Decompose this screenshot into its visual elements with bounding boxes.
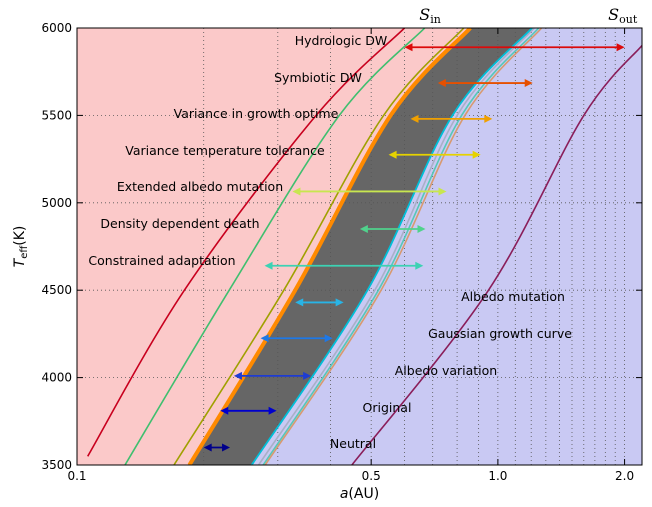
series-arrow: [264, 261, 424, 270]
s-out-line: [250, 28, 533, 465]
boundary-line: [262, 28, 540, 465]
y-tick-label: 4000: [41, 371, 72, 385]
series-arrow: [437, 79, 533, 88]
series-label: Albedo variation: [395, 363, 497, 378]
s-in-main: S: [419, 5, 430, 24]
y-tick-label: 3500: [41, 458, 72, 472]
s-out-sub: out: [619, 13, 638, 26]
axis-ticks: 0.1 0.5 1.0 2.0 3500 4000 4500 5000 5500 6000: [41, 21, 642, 483]
inner-region: [77, 28, 471, 465]
regions: [77, 28, 642, 465]
grid: [77, 28, 642, 465]
series-label: Albedo mutation: [461, 289, 565, 304]
y-axis-title: Teff(K): [12, 226, 30, 268]
boundary-line: [173, 28, 465, 465]
x-tick-label: 0.1: [67, 469, 86, 483]
series-label: Variance in growth optime: [174, 106, 339, 121]
y-tick-label: 5000: [41, 196, 72, 210]
series-label: Constrained adaptation: [88, 253, 235, 268]
x-axis-title: a(AU): [340, 486, 379, 502]
series-label: Variance temperature tolerance: [125, 143, 325, 158]
boundary-line: [87, 28, 406, 457]
y-tick-label: 4500: [41, 283, 72, 297]
boundary-line: [264, 28, 543, 465]
series-arrow: [388, 150, 481, 159]
series-arrow: [404, 43, 625, 52]
s-in-line: [187, 28, 472, 465]
series-label: Neutral: [330, 436, 376, 451]
series-label: Gaussian growth curve: [428, 326, 572, 341]
series-arrow: [203, 443, 231, 452]
series-arrow: [233, 371, 312, 380]
s-out-main: S: [608, 5, 619, 24]
series-arrow: [260, 334, 333, 343]
boundary-line: [257, 28, 535, 465]
boundary-lines: [87, 28, 642, 465]
boundary-line: [351, 44, 642, 465]
series-label: Symbiotic DW: [274, 70, 362, 85]
x-tick-label: 0.5: [362, 469, 381, 483]
x-tick-label: 2.0: [615, 469, 634, 483]
series-labels: Neutral Original Albedo variation Gaussian …: [88, 33, 572, 451]
series-label: Density dependent death: [100, 216, 259, 231]
series-arrow: [295, 298, 344, 307]
s-in-sub: in: [430, 13, 441, 26]
series-arrows: [203, 43, 625, 452]
plot-frame: [76, 27, 643, 466]
series-label: Extended albedo mutation: [117, 179, 283, 194]
series-arrow: [292, 187, 447, 196]
series-label: Original: [363, 400, 412, 415]
y-tick-label: 5500: [41, 108, 72, 122]
s-out-label: Sout: [608, 5, 638, 26]
habitable-core-band: [189, 28, 532, 465]
series-arrow: [359, 225, 426, 234]
x-tick-label: 1.0: [488, 469, 507, 483]
series-arrow: [220, 406, 277, 415]
boundary-line: [124, 28, 426, 465]
y-tick-label: 6000: [41, 21, 72, 35]
series-arrow: [410, 114, 493, 123]
s-in-label: Sin: [419, 5, 441, 26]
series-label: Hydrologic DW: [295, 33, 388, 48]
